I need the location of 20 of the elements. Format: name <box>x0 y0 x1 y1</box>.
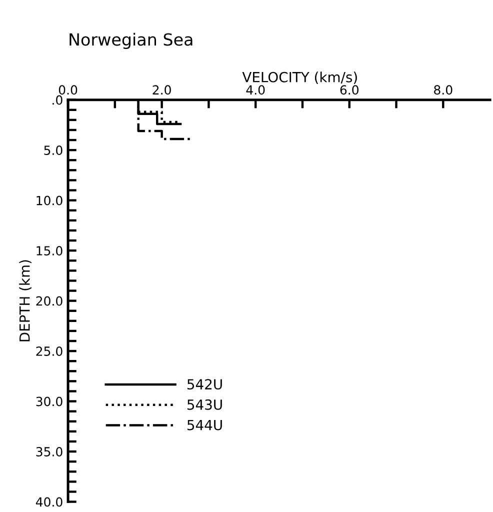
x-tick-label: 2.0 <box>152 85 171 95</box>
y-tick-label: 35.0 <box>36 446 62 456</box>
y-tick-label: 40.0 <box>36 497 62 507</box>
y-tick-label: 25.0 <box>36 346 62 356</box>
legend-label: 542U <box>187 379 222 390</box>
y-tick-label: 15.0 <box>36 246 62 256</box>
y-axis-title: DEPTH (km) <box>19 260 32 342</box>
x-axis-title: VELOCITY (km/s) <box>242 72 357 84</box>
x-tick-label: 4.0 <box>246 85 265 95</box>
x-tick-label: 6.0 <box>340 85 358 95</box>
y-tick-label: 5.0 <box>44 146 62 156</box>
x-tick-label: 0.0 <box>58 85 78 95</box>
legend-label: 543U <box>187 399 222 410</box>
y-tick-label: 30.0 <box>36 396 62 406</box>
y-tick-label: 20.0 <box>36 296 62 306</box>
y-tick-label: .0 <box>52 95 62 105</box>
legend-label: 544U <box>187 420 222 430</box>
chart-title: Norwegian Sea <box>70 32 192 50</box>
x-tick-label: 8.0 <box>434 85 452 95</box>
y-tick-label: 10.0 <box>36 196 62 206</box>
